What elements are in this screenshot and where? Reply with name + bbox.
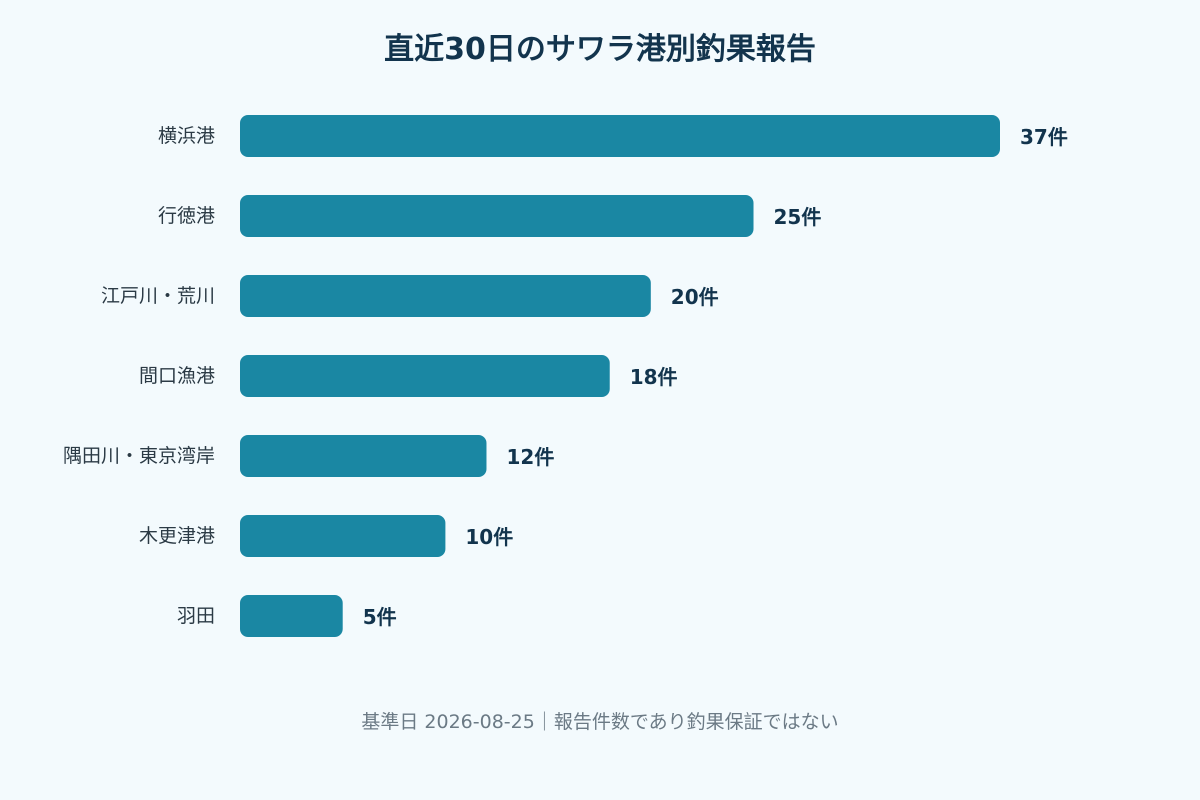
category-label: 木更津港 <box>139 525 215 547</box>
value-label: 37件 <box>1020 125 1068 149</box>
category-label: 間口漁港 <box>139 365 215 387</box>
category-label: 江戸川・荒川 <box>101 285 215 307</box>
bar <box>240 355 610 397</box>
value-label: 20件 <box>671 285 719 309</box>
bar <box>240 435 487 477</box>
value-label: 25件 <box>774 205 822 229</box>
category-label: 隅田川・東京湾岸 <box>63 445 215 467</box>
bar <box>240 275 651 317</box>
category-label: 羽田 <box>177 605 215 627</box>
bar <box>240 515 446 557</box>
value-label: 10件 <box>465 525 513 549</box>
bar <box>240 115 1000 157</box>
value-label: 5件 <box>363 605 397 629</box>
category-label: 横浜港 <box>158 125 215 147</box>
value-label: 18件 <box>630 365 678 389</box>
footnote: 基準日 2026-08-25｜報告件数であり釣果保証ではない <box>361 711 839 733</box>
chart-title: 直近30日のサワラ港別釣果報告 <box>384 32 816 67</box>
bar <box>240 595 343 637</box>
bar <box>240 195 754 237</box>
category-label: 行徳港 <box>158 205 215 227</box>
value-label: 12件 <box>506 445 554 469</box>
